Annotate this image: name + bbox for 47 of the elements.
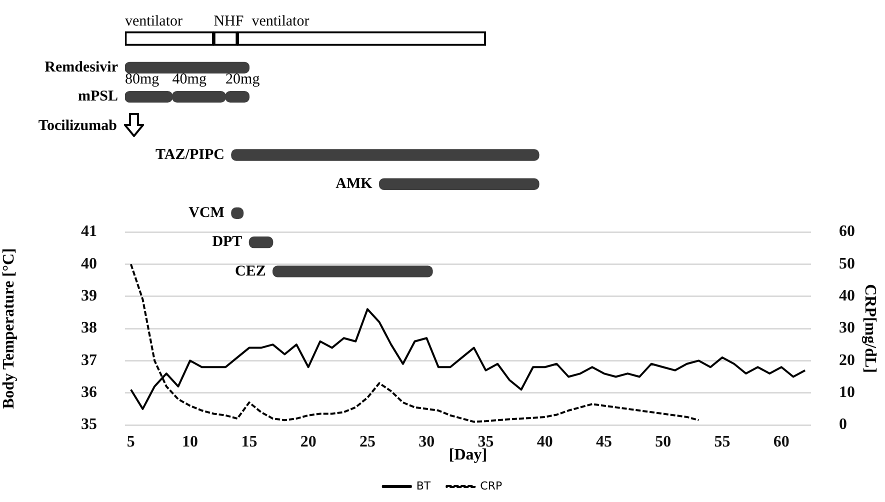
y2-tick-label: 10 <box>839 384 855 401</box>
series-label: ventilator <box>252 13 310 30</box>
y-tick-label: DPT <box>212 234 242 250</box>
x-tick-label: 10 <box>182 434 198 451</box>
y2-tick-label: 50 <box>839 255 855 272</box>
x-tick-label: 55 <box>714 434 730 451</box>
bar <box>378 178 540 190</box>
bar <box>125 62 250 74</box>
y-tick-label: TAZ/PIPC <box>156 146 224 163</box>
y2-axis-title: CRP[mg/dL] <box>861 284 878 373</box>
y-axis-title: Body Temperature [°C] <box>0 248 18 409</box>
y-tick-label: Tocilizumab <box>38 118 117 134</box>
x-tick-label: 20 <box>300 434 316 451</box>
series-label: 80mg <box>125 72 160 88</box>
y2-tick-label: 60 <box>839 223 855 240</box>
y2-tick-label: 30 <box>839 320 855 337</box>
legend-label: BT <box>416 479 431 492</box>
x-tick-label: 60 <box>773 434 790 451</box>
x-tick-label: 30 <box>418 434 435 451</box>
y-tick-label: 38 <box>81 320 97 337</box>
y-tick-label: Remdesivir <box>44 60 118 76</box>
y-tick-label: VCM <box>188 205 224 222</box>
x-tick-label: 50 <box>655 434 672 451</box>
y-tick-label: 35 <box>81 416 97 434</box>
y2-tick-label: 0 <box>839 416 847 434</box>
series-label: NHF <box>214 13 244 30</box>
y-tick-label: AMK <box>336 176 373 192</box>
y2-tick-label: 20 <box>839 352 855 369</box>
y-tick-label: 40 <box>81 255 97 272</box>
x-tick-label: 25 <box>359 434 376 451</box>
x-tick-label: 5 <box>126 434 135 451</box>
legend-label: CRP <box>480 479 502 492</box>
series-label: 40mg <box>172 72 207 88</box>
y-tick-label: 37 <box>81 352 97 369</box>
bar <box>231 149 540 161</box>
y-tick-label: 36 <box>81 384 97 401</box>
x-tick-label: 15 <box>241 434 258 451</box>
y-tick-label: 41 <box>81 223 97 240</box>
series-label: ventilator <box>125 13 182 30</box>
y-tick-label: 39 <box>81 287 97 304</box>
x-tick-label: 40 <box>536 434 553 451</box>
y-tick-label: CEZ <box>235 263 266 280</box>
x-tick-label: 45 <box>596 434 612 451</box>
y-tick-label: mPSL <box>78 88 118 105</box>
bar <box>272 266 433 278</box>
y2-tick-label: 40 <box>839 287 855 304</box>
series-label: 20mg <box>226 72 260 88</box>
